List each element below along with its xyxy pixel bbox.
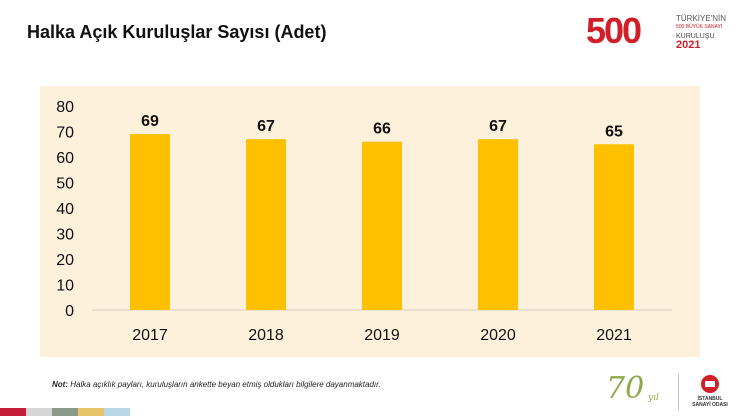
color-stripes bbox=[0, 408, 130, 416]
data-label-2017: 69 bbox=[141, 113, 159, 130]
turkiye-500-logo: 500 TÜRKİYE'NİN 500 BÜYÜK SANAYİ KURULUŞ… bbox=[582, 10, 732, 58]
iso-line1: İSTANBUL bbox=[697, 396, 723, 402]
bar-2017 bbox=[130, 134, 170, 310]
stripe-2 bbox=[26, 408, 52, 416]
y-tick-label: 80 bbox=[56, 99, 74, 116]
data-label-2020: 67 bbox=[489, 118, 507, 135]
x-tick-label: 2021 bbox=[596, 327, 632, 344]
y-tick-label: 10 bbox=[56, 278, 74, 295]
y-tick-label: 60 bbox=[56, 150, 74, 167]
x-tick-label: 2019 bbox=[364, 327, 400, 344]
iso-logo: İSTANBUL SANAYİ ODASI bbox=[684, 372, 736, 412]
logo-500-line2: 500 BÜYÜK SANAYİ bbox=[676, 24, 723, 30]
x-tick-label: 2017 bbox=[132, 327, 168, 344]
stripe-1 bbox=[0, 408, 26, 416]
y-tick-label: 30 bbox=[56, 227, 74, 244]
x-tick-label: 2020 bbox=[480, 327, 516, 344]
chart-title: Halka Açık Kuruluşlar Sayısı (Adet) bbox=[27, 22, 327, 42]
bar-2021 bbox=[594, 144, 634, 310]
70-year-logo: 70 yıl bbox=[606, 371, 676, 411]
stripe-4 bbox=[78, 408, 104, 416]
y-tick-label: 20 bbox=[56, 252, 74, 269]
footnote-text: Halka açıklık payları, kuruluşların anke… bbox=[68, 380, 381, 389]
iso-line2: SANAYİ ODASI bbox=[692, 402, 728, 408]
data-label-2019: 66 bbox=[373, 121, 391, 138]
logo-divider bbox=[678, 374, 679, 410]
iso-emblem-icon bbox=[701, 375, 719, 393]
logo-500-line3: KURULUŞU bbox=[676, 33, 715, 40]
stripe-3 bbox=[52, 408, 78, 416]
bar-2020 bbox=[478, 139, 518, 310]
logo-500-number: 500 bbox=[586, 10, 642, 51]
x-tick-label: 2018 bbox=[248, 327, 284, 344]
y-tick-label: 40 bbox=[56, 201, 74, 218]
y-tick-label: 70 bbox=[56, 125, 74, 142]
y-tick-label: 50 bbox=[56, 176, 74, 193]
bar-2019 bbox=[362, 141, 402, 310]
data-label-2021: 65 bbox=[605, 123, 623, 140]
y-tick-label: 0 bbox=[65, 303, 74, 320]
footnote: Not: Halka açıklık payları, kuruluşların… bbox=[52, 380, 381, 389]
logo-70-number: 70 bbox=[606, 371, 645, 406]
footnote-label: Not: bbox=[52, 380, 68, 389]
bar-2018 bbox=[246, 139, 286, 310]
logo-500-line1: TÜRKİYE'NİN bbox=[676, 14, 726, 23]
data-label-2018: 67 bbox=[257, 118, 275, 135]
logo-70-suffix: yıl bbox=[648, 393, 659, 403]
stripe-5 bbox=[104, 408, 130, 416]
logo-500-year: 2021 bbox=[676, 39, 701, 51]
iso-logo-text: İSTANBUL SANAYİ ODASI bbox=[688, 396, 732, 408]
logo-500-text: TÜRKİYE'NİN 500 BÜYÜK SANAYİ KURULUŞU 20… bbox=[676, 14, 726, 51]
